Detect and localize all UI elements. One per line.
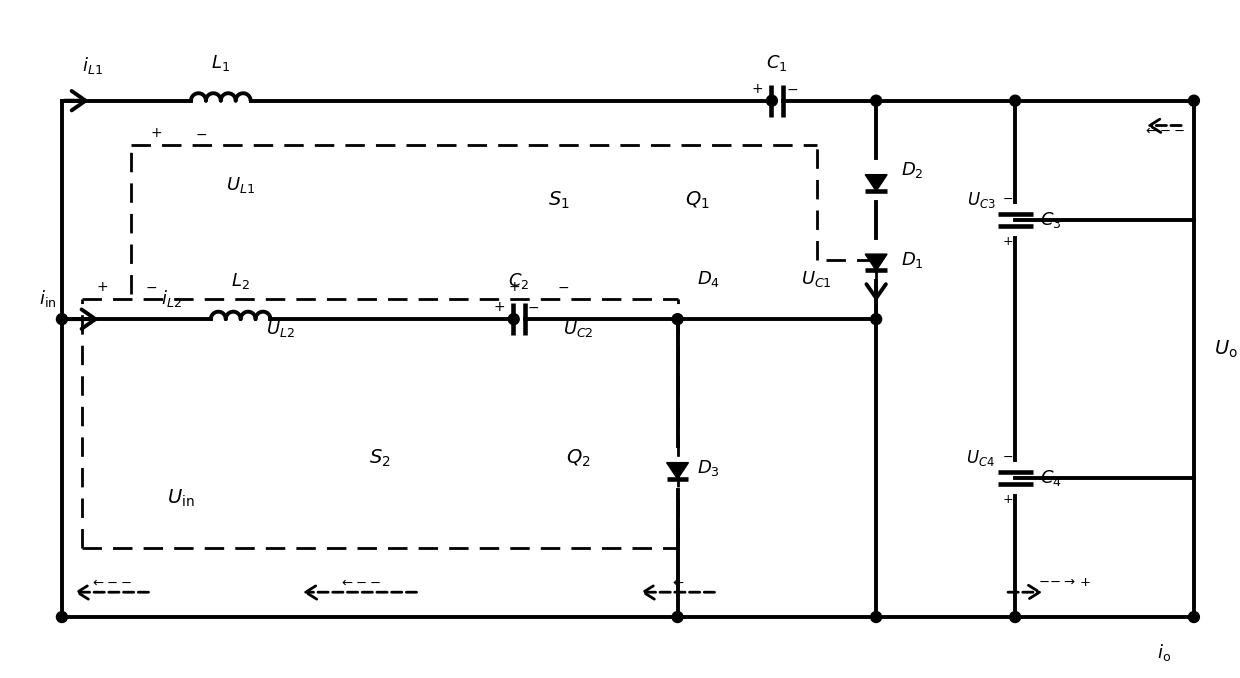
Text: $\leftarrow\!-\!-$: $\leftarrow\!-\!-$ bbox=[339, 576, 381, 589]
Text: $\leftarrow\!-\!-$: $\leftarrow\!-\!-$ bbox=[1143, 124, 1185, 137]
Circle shape bbox=[1188, 612, 1199, 622]
Circle shape bbox=[57, 314, 67, 325]
Text: $i_{L1}$: $i_{L1}$ bbox=[82, 55, 103, 76]
Text: $+$: $+$ bbox=[751, 82, 763, 96]
Text: $+$: $+$ bbox=[95, 280, 108, 294]
Text: $Q_1$: $Q_1$ bbox=[684, 189, 709, 211]
Text: $+$: $+$ bbox=[1002, 494, 1013, 506]
Circle shape bbox=[672, 612, 683, 622]
Text: $U_{C4}$: $U_{C4}$ bbox=[966, 448, 996, 468]
Circle shape bbox=[870, 314, 882, 325]
Text: $U_{\mathrm{in}}$: $U_{\mathrm{in}}$ bbox=[167, 487, 195, 508]
Circle shape bbox=[672, 314, 683, 325]
Text: $i_{L2}$: $i_{L2}$ bbox=[161, 288, 181, 309]
Text: $C_4$: $C_4$ bbox=[1040, 468, 1061, 488]
Text: $L_2$: $L_2$ bbox=[232, 271, 250, 292]
Text: $-$: $-$ bbox=[1002, 191, 1013, 205]
Text: $U_{C2}$: $U_{C2}$ bbox=[563, 319, 594, 339]
Circle shape bbox=[870, 612, 882, 622]
Text: $+$: $+$ bbox=[492, 300, 505, 314]
Text: $-$: $-$ bbox=[557, 280, 569, 294]
Text: $-\!-\!\rightarrow+$: $-\!-\!\rightarrow+$ bbox=[1038, 576, 1091, 589]
Text: $-$: $-$ bbox=[527, 300, 539, 314]
Circle shape bbox=[766, 95, 777, 106]
Text: $\leftarrow$: $\leftarrow$ bbox=[670, 576, 684, 589]
Text: $-$: $-$ bbox=[786, 82, 797, 96]
Text: $C_3$: $C_3$ bbox=[1040, 210, 1061, 230]
Text: $L_1$: $L_1$ bbox=[211, 53, 231, 73]
Text: $i_{\mathrm{in}}$: $i_{\mathrm{in}}$ bbox=[40, 288, 57, 309]
Text: $i_{\mathrm{o}}$: $i_{\mathrm{o}}$ bbox=[1157, 642, 1171, 663]
Text: $U_{L2}$: $U_{L2}$ bbox=[265, 319, 295, 339]
Text: $D_1$: $D_1$ bbox=[901, 250, 924, 270]
Text: $U_{C3}$: $U_{C3}$ bbox=[966, 190, 996, 210]
Polygon shape bbox=[667, 462, 688, 479]
Text: $+$: $+$ bbox=[150, 126, 162, 140]
Text: $-$: $-$ bbox=[1002, 450, 1013, 462]
Text: $D_2$: $D_2$ bbox=[901, 160, 924, 180]
Circle shape bbox=[1009, 95, 1021, 106]
Text: $C_1$: $C_1$ bbox=[766, 53, 787, 73]
Text: $D_3$: $D_3$ bbox=[697, 458, 720, 478]
Text: $S_2$: $S_2$ bbox=[368, 447, 391, 468]
Circle shape bbox=[1009, 612, 1021, 622]
Text: $-$: $-$ bbox=[145, 280, 157, 294]
Polygon shape bbox=[866, 175, 887, 191]
Text: $U_{L1}$: $U_{L1}$ bbox=[226, 175, 255, 195]
Text: $+$: $+$ bbox=[507, 280, 520, 294]
Text: $\leftarrow\!-\!-$: $\leftarrow\!-\!-$ bbox=[91, 576, 133, 589]
Circle shape bbox=[1188, 95, 1199, 106]
Circle shape bbox=[870, 95, 882, 106]
Polygon shape bbox=[866, 254, 887, 271]
Text: $-$: $-$ bbox=[195, 126, 207, 140]
Text: $+$: $+$ bbox=[1002, 235, 1013, 248]
Text: $Q_2$: $Q_2$ bbox=[565, 447, 590, 468]
Circle shape bbox=[57, 612, 67, 622]
Text: $D_4$: $D_4$ bbox=[697, 269, 720, 290]
Text: $C_2$: $C_2$ bbox=[508, 271, 529, 292]
Text: $S_1$: $S_1$ bbox=[548, 189, 569, 211]
Text: $U_{\mathrm{o}}$: $U_{\mathrm{o}}$ bbox=[1214, 338, 1238, 359]
Text: $U_{C1}$: $U_{C1}$ bbox=[801, 269, 832, 290]
Circle shape bbox=[508, 314, 520, 325]
